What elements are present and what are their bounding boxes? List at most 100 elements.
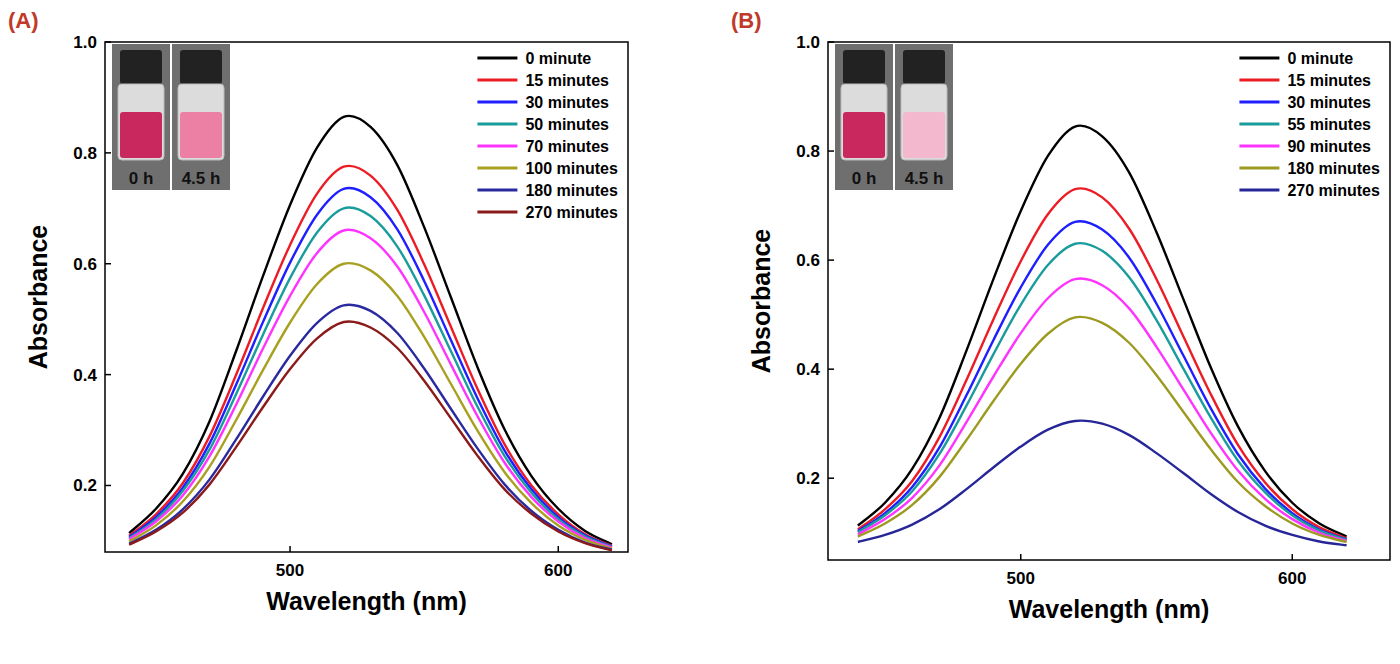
y-tick [828, 150, 834, 152]
inset-label: 0 h [129, 169, 154, 188]
y-tick-label: 0.4 [796, 360, 820, 379]
legend: 0 minute 15 minutes 30 minutes 55 minutes 90… [1239, 50, 1380, 199]
spectrum-line [129, 230, 612, 548]
spectrum-line [858, 279, 1347, 541]
y-tick [828, 259, 834, 261]
vial-liquid [180, 112, 222, 158]
vial-glass [118, 84, 164, 160]
legend-label: 0 minute [525, 50, 591, 67]
plot-frame [105, 42, 628, 552]
y-tick [828, 477, 834, 479]
legend-label: 180 minutes [525, 182, 618, 199]
legend-swatch [477, 79, 517, 82]
y-tick-label: 0.4 [73, 366, 97, 385]
legend-swatch [1239, 167, 1279, 170]
y-tick-label: 0.6 [796, 251, 820, 270]
vial-cap [180, 50, 222, 84]
spectrum-line [858, 221, 1347, 539]
vial-glass [901, 84, 947, 160]
series-group [129, 116, 612, 551]
x-tick-label: 500 [276, 561, 304, 580]
x-tick-label: 600 [544, 561, 572, 580]
inset-background [835, 44, 893, 190]
y-tick-label: 0.8 [73, 144, 97, 163]
legend-swatch [1239, 79, 1279, 82]
legend-label: 270 minutes [525, 204, 618, 221]
vial-glass [178, 84, 224, 160]
spectrum-line [129, 263, 612, 549]
vial-cap [120, 50, 162, 84]
legend-swatch [477, 123, 517, 126]
legend-swatch [477, 211, 517, 214]
legend-swatch [1239, 189, 1279, 192]
legend-label: 15 minutes [1287, 72, 1371, 89]
vial-cap [903, 50, 945, 84]
x-axis-title: Wavelength (nm) [1009, 595, 1209, 623]
vial-liquid [120, 112, 162, 158]
y-tick [828, 41, 834, 43]
panel: 0.2 0.4 0.6 0.8 1.0 500 600 Wavelength (nm) Abso… [8, 8, 628, 615]
legend-label: 70 minutes [525, 138, 609, 155]
figure: 0.2 0.4 0.6 0.8 1.0 500 600 Wavelength (nm) Abso… [0, 0, 1400, 664]
legend-label: 55 minutes [1287, 116, 1371, 133]
plot-frame [828, 42, 1390, 560]
spectrum-line [858, 243, 1347, 540]
vial-liquid [903, 112, 945, 158]
legend-label: 90 minutes [1287, 138, 1371, 155]
legend-swatch [1239, 123, 1279, 126]
legend: 0 minute 15 minutes 30 minutes 50 minutes 70… [477, 50, 618, 221]
y-tick [105, 41, 111, 43]
inset-label: 0 h [852, 169, 877, 188]
legend-label: 0 minute [1287, 50, 1353, 67]
y-tick [105, 152, 111, 154]
legend-swatch [477, 57, 517, 60]
inset-background [895, 44, 953, 190]
inset-background [112, 44, 170, 190]
y-tick [105, 485, 111, 487]
y-tick-label: 0.6 [73, 255, 97, 274]
inset-background [172, 44, 230, 190]
inset-photo: 0 h 4.5 h [112, 44, 230, 190]
legend-label: 30 minutes [525, 94, 609, 111]
legend-swatch [477, 145, 517, 148]
x-tick-label: 600 [1278, 569, 1306, 588]
y-tick-label: 0.8 [796, 142, 820, 161]
legend-label: 180 minutes [1287, 160, 1380, 177]
y-tick [105, 374, 111, 376]
x-tick [289, 546, 291, 552]
spectrum-line [129, 305, 612, 550]
x-tick-label: 500 [1007, 569, 1035, 588]
legend-swatch [477, 189, 517, 192]
y-tick-label: 0.2 [73, 476, 97, 495]
spectrum-line [858, 317, 1347, 542]
panel-letter: (B) [731, 8, 762, 33]
panel-letter: (A) [8, 8, 39, 33]
x-axis-title: Wavelength (nm) [266, 587, 466, 615]
y-axis-title: Absorbance [747, 229, 775, 374]
y-tick [105, 263, 111, 265]
y-tick-label: 1.0 [796, 33, 820, 52]
spectrum-line [858, 421, 1347, 546]
x-tick [558, 546, 560, 552]
inset-photo: 0 h 4.5 h [835, 44, 953, 190]
vial-cap [843, 50, 885, 84]
legend-swatch [1239, 57, 1279, 60]
legend-label: 100 minutes [525, 160, 618, 177]
legend-swatch [1239, 145, 1279, 148]
legend-label: 30 minutes [1287, 94, 1371, 111]
legend-label: 15 minutes [525, 72, 609, 89]
inset-label: 4.5 h [182, 169, 221, 188]
y-tick-label: 1.0 [73, 33, 97, 52]
legend-swatch [1239, 101, 1279, 104]
x-tick [1020, 554, 1022, 560]
spectrum-line [129, 321, 612, 550]
spectrum-line [129, 207, 612, 547]
vial-liquid [843, 112, 885, 158]
y-tick [828, 368, 834, 370]
x-tick [1292, 554, 1294, 560]
y-axis-title: Absorbance [24, 225, 52, 370]
legend-label: 50 minutes [525, 116, 609, 133]
legend-label: 270 minutes [1287, 182, 1380, 199]
legend-swatch [477, 167, 517, 170]
inset-label: 4.5 h [905, 169, 944, 188]
